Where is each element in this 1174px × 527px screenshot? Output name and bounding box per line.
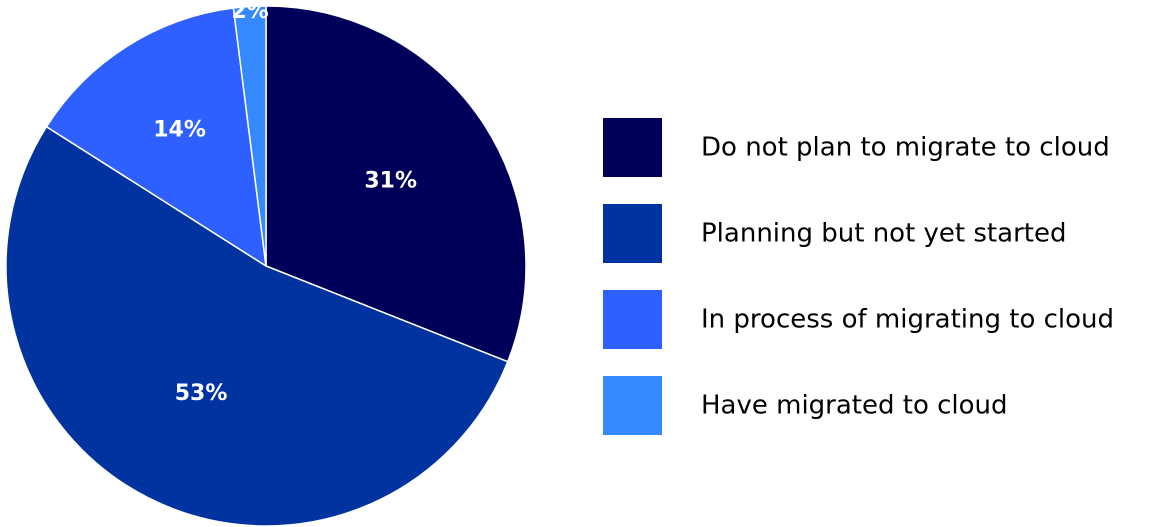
slice-value-label: 14% (153, 117, 206, 142)
legend-label: Planning but not yet started (701, 219, 1066, 249)
pie-slice (5, 125, 509, 527)
legend-label: Have migrated to cloud (701, 391, 1008, 421)
pie-slice-labels: 31% 53% 14% 2% (153, 0, 417, 406)
slice-value-label: 53% (175, 381, 228, 406)
pie-slice (45, 7, 267, 268)
legend-label: In process of migrating to cloud (701, 305, 1114, 335)
slice-value-label: 2% (231, 0, 268, 24)
legend-swatch (603, 376, 662, 435)
slice-value-label: 31% (364, 169, 417, 194)
legend-swatch (603, 118, 662, 177)
legend-swatch (603, 204, 662, 263)
legend-label: Do not plan to migrate to cloud (701, 133, 1110, 163)
legend-swatch (603, 290, 662, 349)
pie-slice (232, 5, 267, 267)
legend: Do not plan to migrate to cloud Planning … (603, 118, 1114, 435)
pie-slice (265, 5, 527, 363)
pie-slices (5, 5, 527, 527)
